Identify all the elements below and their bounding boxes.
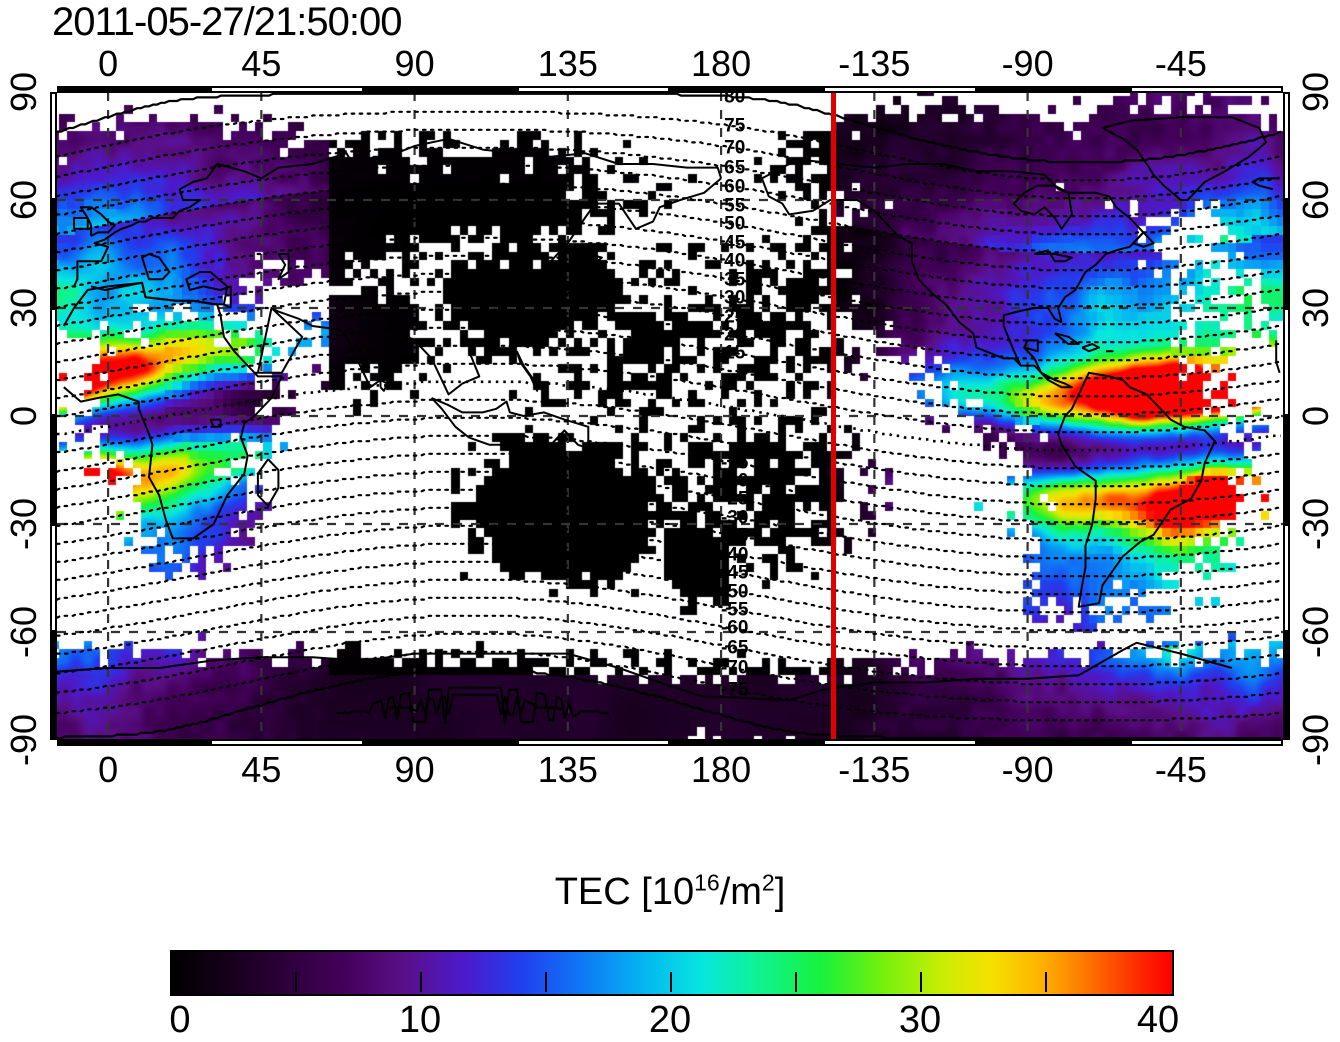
longitude-label-bottom: 45: [241, 749, 282, 790]
longitude-label-top: 90: [394, 43, 435, 84]
magnetic-latitude-label: 30: [724, 287, 746, 309]
latitude-label-left: -60: [3, 605, 44, 659]
plot-frame-right: [1283, 92, 1290, 740]
latitude-label-right: -60: [1295, 605, 1336, 659]
magnetic-latitude-label: -25: [720, 488, 749, 510]
magnetic-latitude-label: 45: [724, 232, 746, 254]
longitude-label-bottom: 180: [691, 749, 752, 790]
longitude-label-top: -135: [838, 43, 911, 84]
magnetic-latitude-label: -65: [720, 637, 749, 659]
latitude-label-right: 0: [1295, 405, 1336, 427]
magnetic-latitude-label: -60: [720, 617, 749, 639]
longitude-label-bottom: 135: [537, 749, 598, 790]
magnetic-latitude-label: 40: [724, 250, 746, 272]
colorbar-tick: [545, 972, 547, 992]
magnetic-latitude-label: 80: [724, 92, 746, 107]
magnetic-latitude-label: -40: [720, 544, 749, 566]
magnetic-latitude-label: -35: [720, 525, 749, 547]
latitude-label-left: 60: [3, 179, 44, 221]
plot-frame-left: [50, 92, 57, 740]
latitude-label-right: 90: [1295, 71, 1336, 113]
page-title: 2011-05-27/21:50:00: [52, 0, 402, 44]
longitude-label-bottom: -90: [1001, 749, 1054, 790]
colorbar-tick: [295, 972, 297, 992]
colorbar-tick-label: 20: [648, 999, 692, 1041]
latitude-label-left: 90: [3, 71, 44, 113]
longitude-label-top: 0: [98, 43, 119, 84]
longitude-label-bottom: -135: [838, 749, 911, 790]
tec-map-plot: 80 75 70 65 60 55 50 45 40 35 30 25 20 15 -15 -20 -25 -30…: [57, 92, 1283, 740]
magnetic-latitude-label: -50: [720, 581, 749, 602]
colorbar-section: TEC [1016/m2] 0 10 20 30 40: [0, 860, 1340, 1042]
colorbar-tick: [420, 972, 422, 992]
longitude-label-top: 45: [241, 43, 282, 84]
colorbar-tick: [920, 972, 922, 992]
latitude-label-right: -90: [1295, 713, 1336, 767]
magnetic-latitude-label: -45: [720, 562, 749, 584]
colorbar-title-exponent: 16: [694, 869, 720, 896]
colorbar-tick: [1045, 972, 1047, 992]
magnetic-latitude-label: 70: [724, 137, 746, 159]
colorbar-tick-label: 0: [169, 999, 191, 1041]
magnetic-latitude-label: 25: [724, 306, 746, 328]
latitude-label-left: 30: [3, 287, 44, 329]
colorbar-gradient: [170, 950, 1174, 996]
latitude-label-right: 60: [1295, 179, 1336, 221]
magnetic-latitude-label: 50: [724, 213, 746, 235]
longitude-label-top: 180: [691, 43, 752, 84]
latitude-label-left: -90: [3, 713, 44, 767]
colorbar-tick: [795, 972, 797, 992]
tec-map-canvas-area: 80 75 70 65 60 55 50 45 40 35 30 25 20 15 -15 -20 -25 -30…: [57, 92, 1283, 740]
magnetic-latitude-label: 15: [724, 342, 746, 364]
magnetic-latitude-label: -55: [720, 599, 749, 620]
longitude-label-top: -45: [1154, 43, 1207, 84]
magnetic-latitude-label: -75: [720, 679, 749, 701]
colorbar-title-exponent2: 2: [761, 869, 775, 896]
longitude-label-bottom: 90: [394, 749, 435, 790]
terminator-meridian-line: [831, 92, 837, 740]
magnetic-latitude-label: 65: [724, 157, 746, 179]
longitude-label-bottom: 0: [98, 749, 119, 790]
latitude-label-right: 30: [1295, 287, 1336, 329]
latitude-label-right: -30: [1295, 497, 1336, 551]
longitude-label-top: 135: [537, 43, 598, 84]
magnetic-latitude-label: 20: [724, 324, 746, 346]
longitude-label-bottom: -45: [1154, 749, 1207, 790]
magnetic-latitude-label: 35: [724, 269, 746, 291]
colorbar-title-prefix: TEC [10: [554, 871, 695, 913]
colorbar-tick-label: 10: [398, 999, 442, 1041]
magnetic-latitude-label: -70: [720, 657, 749, 679]
colorbar-tick: [670, 972, 672, 992]
coastline-and-graticule-layer: [57, 92, 1283, 740]
colorbar-tick-label: 40: [1136, 999, 1180, 1041]
magnetic-latitude-label: 55: [724, 195, 746, 217]
magnetic-latitude-label: 75: [724, 115, 746, 137]
magnetic-latitude-label: 60: [724, 176, 746, 198]
colorbar-title: TEC [1016/m2]: [0, 869, 1340, 913]
latitude-label-left: -30: [3, 497, 44, 551]
magnetic-latitude-label: -30: [720, 507, 749, 529]
colorbar-title-suffix: /m: [719, 871, 762, 913]
magnetic-latitude-label: -15: [720, 452, 749, 474]
longitude-label-top: -90: [1001, 43, 1054, 84]
colorbar-tick-label: 30: [898, 999, 942, 1041]
magnetic-latitude-label: -20: [720, 470, 749, 492]
plot-frame-bottom: [57, 739, 1283, 746]
colorbar-title-close: ]: [774, 871, 786, 913]
latitude-label-left: 0: [3, 405, 44, 427]
